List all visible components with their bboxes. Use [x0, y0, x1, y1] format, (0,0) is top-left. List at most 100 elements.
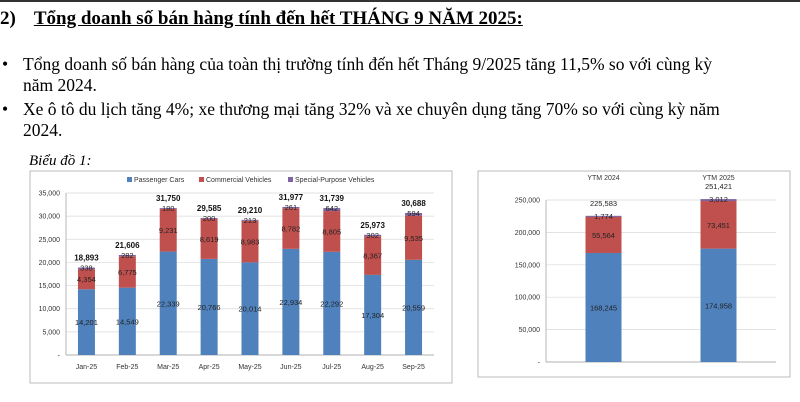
legend-swatch: [127, 177, 132, 182]
x-tick-label: Aug-25: [361, 364, 384, 371]
bar-passenger-cars: [364, 274, 382, 355]
total-label: 25,973: [360, 221, 385, 230]
data-label: 14,549: [116, 317, 139, 326]
data-label: 282: [121, 251, 134, 260]
x-tick-label: Apr-25: [199, 364, 220, 371]
bar-special-purpose-vehicles: [700, 199, 737, 202]
total-label: 31,739: [320, 194, 345, 203]
data-label: 4,354: [77, 275, 96, 284]
x-tick-label: Jul-25: [322, 364, 341, 371]
total-label: 225,583: [590, 199, 617, 208]
bar-special-purpose-vehicles: [405, 212, 423, 216]
bar-commercial-vehicles: [405, 215, 423, 260]
bar-passenger-cars: [585, 252, 622, 362]
y-tick-label: 200,000: [515, 230, 540, 237]
x-tick-label: Mar-25: [157, 364, 179, 371]
bullet-line: Tổng doanh số bán hàng của toàn thị trườ…: [23, 54, 712, 74]
bar-special-purpose-vehicles: [364, 234, 382, 237]
data-label: 17,304: [361, 311, 384, 320]
bar-passenger-cars: [159, 251, 177, 355]
data-label: 168,245: [590, 303, 617, 312]
bar-special-purpose-vehicles: [200, 218, 218, 219]
bar-commercial-vehicles: [282, 208, 300, 249]
y-tick-label: -: [538, 360, 541, 367]
bar-commercial-vehicles: [118, 256, 136, 288]
legend-swatch: [288, 177, 293, 182]
x-tick-label: YTM 2024: [587, 175, 619, 182]
data-label: 302: [366, 231, 379, 240]
data-label: 6,775: [118, 268, 137, 277]
total-label: 29,585: [197, 204, 222, 213]
bar-passenger-cars: [282, 248, 300, 355]
data-label: 73,451: [707, 221, 730, 230]
bar-passenger-cars: [77, 289, 95, 355]
data-label: 261: [285, 203, 298, 212]
data-label: 55,564: [592, 231, 615, 240]
data-label: 8,367: [363, 252, 382, 261]
bar-special-purpose-vehicles: [241, 219, 259, 221]
total-label: 18,893: [74, 254, 99, 263]
legend-label: Commercial Vehicles: [206, 177, 272, 184]
y-tick-label: 35,000: [39, 191, 61, 198]
total-label: 29,210: [238, 206, 263, 215]
bar-passenger-cars: [118, 287, 136, 355]
bar-commercial-vehicles: [77, 269, 95, 290]
y-tick-label: -: [58, 353, 61, 360]
data-label: 642: [326, 204, 339, 213]
data-label: 200: [203, 214, 216, 223]
y-tick-label: 150,000: [515, 262, 540, 269]
bar-passenger-cars: [241, 262, 259, 355]
data-label: 174,958: [705, 301, 732, 310]
y-tick-label: 15,000: [39, 283, 61, 290]
data-label: 8,983: [241, 238, 260, 247]
chart-frame: [477, 170, 791, 378]
bullet-symbol: •: [2, 54, 9, 74]
y-tick-label: 50,000: [519, 327, 541, 334]
data-label: 3,012: [709, 195, 728, 204]
data-label: 8,782: [281, 225, 300, 234]
data-label: 9,231: [159, 226, 178, 235]
y-tick-label: 5,000: [42, 329, 60, 336]
bullet-line: 2024.: [23, 120, 63, 140]
data-label: 213: [244, 216, 257, 225]
section-title: Tổng doanh số bán hàng tính đến hết THÁN…: [33, 8, 523, 29]
y-tick-label: 25,000: [39, 237, 61, 244]
data-label: 20,766: [198, 303, 221, 312]
data-label: 338: [80, 264, 93, 273]
bullet-line: Xe ô tô du lịch tăng 4%; xe thương mại t…: [23, 99, 720, 119]
x-tick-label: YTM 2025: [702, 175, 734, 182]
bar-special-purpose-vehicles: [77, 267, 95, 270]
bar-commercial-vehicles: [241, 220, 259, 263]
data-label: 14,201: [75, 318, 98, 327]
bar-passenger-cars: [200, 258, 218, 355]
x-tick-label: Sep-25: [402, 364, 425, 371]
bar-commercial-vehicles: [323, 211, 341, 252]
data-label: 8,805: [322, 227, 341, 236]
section-number: 2): [0, 8, 16, 29]
y-tick-label: 250,000: [515, 198, 540, 205]
bar-commercial-vehicles: [700, 201, 737, 249]
bar-special-purpose-vehicles: [585, 215, 622, 217]
total-label: 31,750: [156, 194, 181, 203]
x-tick-label: Jan-25: [76, 364, 98, 371]
data-label: 9,535: [404, 234, 423, 243]
data-label: 20,014: [239, 305, 262, 314]
data-label: 594: [407, 209, 420, 218]
bar-special-purpose-vehicles: [282, 206, 300, 209]
section-heading: 2) Tổng doanh số bán hàng tính đến hết TH…: [0, 8, 523, 30]
data-label: 8,619: [200, 235, 219, 244]
total-label: 31,977: [279, 193, 304, 202]
x-tick-label: Feb-25: [116, 364, 138, 371]
bar-commercial-vehicles: [200, 218, 218, 259]
bar-passenger-cars: [405, 259, 423, 355]
bar-passenger-cars: [700, 248, 737, 362]
bullet-symbol: •: [2, 99, 9, 119]
y-tick-label: 100,000: [515, 295, 540, 302]
bar-special-purpose-vehicles: [118, 254, 136, 257]
bullet-line: năm 2024.: [23, 75, 97, 95]
y-tick-label: 30,000: [39, 214, 61, 221]
bar-commercial-vehicles: [585, 216, 622, 253]
bar-commercial-vehicles: [364, 236, 382, 275]
total-label: 30,688: [401, 199, 426, 208]
